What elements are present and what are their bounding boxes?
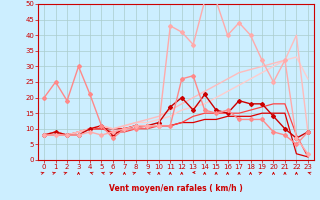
- X-axis label: Vent moyen/en rafales ( km/h ): Vent moyen/en rafales ( km/h ): [109, 184, 243, 193]
